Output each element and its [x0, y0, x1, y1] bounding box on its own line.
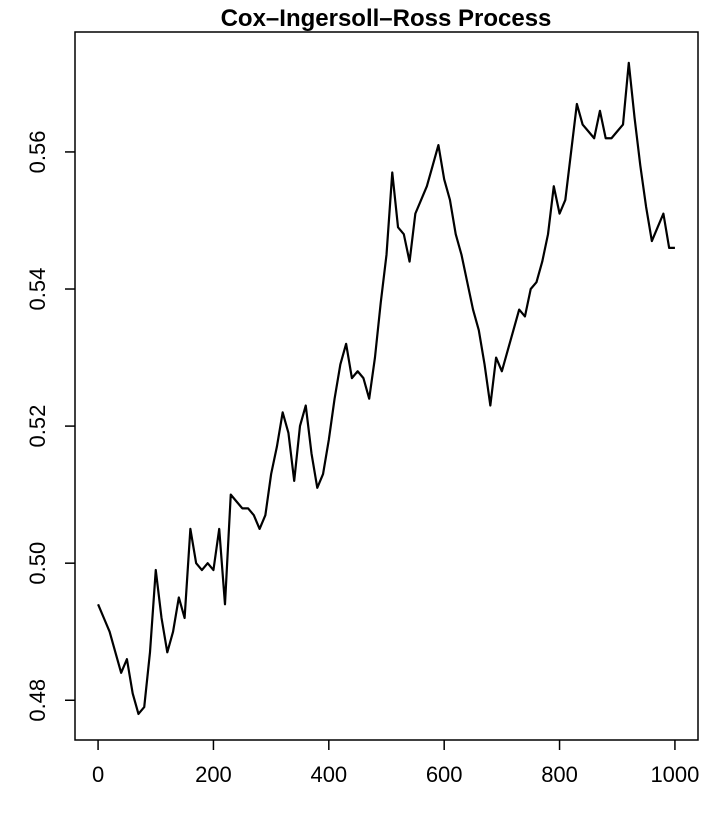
y-tick-label: 0.54	[25, 268, 50, 311]
x-tick-label: 0	[92, 762, 104, 787]
y-tick-label: 0.48	[25, 679, 50, 722]
x-tick-label: 600	[426, 762, 463, 787]
x-tick-label: 200	[195, 762, 232, 787]
line	[97, 61, 675, 716]
plot-box	[74, 31, 699, 741]
x-tick-label: 1000	[650, 762, 699, 787]
y-tick-label: 0.50	[25, 542, 50, 585]
y-tick-label: 0.52	[25, 405, 50, 448]
y-tick-label: 0.56	[25, 131, 50, 174]
chart-title: Cox–Ingersoll–Ross Process	[221, 5, 552, 32]
x-tick-label: 800	[541, 762, 578, 787]
x-tick-label: 400	[310, 762, 347, 787]
